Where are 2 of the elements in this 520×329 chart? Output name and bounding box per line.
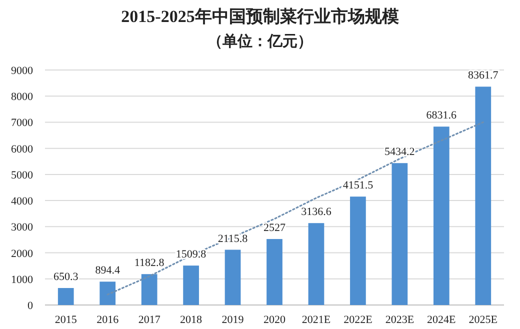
title: 2015-2025年中国预制菜行业市场规模	[121, 7, 399, 26]
subtitle: （单位：亿元）	[208, 34, 312, 50]
